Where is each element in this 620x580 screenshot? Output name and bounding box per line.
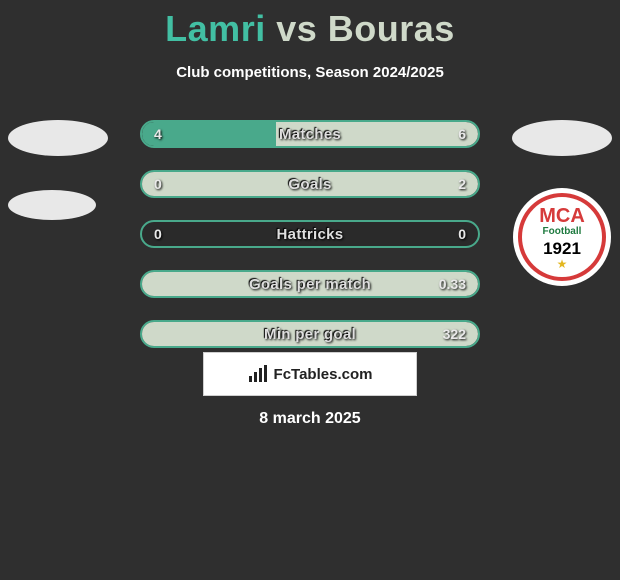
stat-label: Matches (142, 122, 478, 146)
date-label: 8 march 2025 (0, 410, 620, 428)
page-title: Lamri vs Bouras (0, 0, 620, 50)
subtitle: Club competitions, Season 2024/2025 (0, 64, 620, 81)
stat-bar: 46Matches (140, 120, 480, 148)
brand-text: FcTables.com (274, 366, 373, 383)
brand-box[interactable]: FcTables.com (203, 352, 417, 396)
player1-name: Lamri (165, 8, 266, 49)
stat-bar: 02Goals (140, 170, 480, 198)
stat-bars: 46Matches 02Goals 00Hattricks 0.33Goals per… (140, 120, 480, 348)
left-avatars (8, 120, 108, 220)
stat-bar: 00Hattricks (140, 220, 480, 248)
stat-label: Goals (142, 172, 478, 196)
stat-bar: 0.33Goals per match (140, 270, 480, 298)
bar-chart-icon (248, 365, 268, 383)
player2-name: Bouras (328, 8, 455, 49)
right-avatars: MCA Football 1921 ★ (512, 120, 612, 286)
stat-label: Goals per match (142, 272, 478, 296)
player2-club-logo: MCA Football 1921 ★ (513, 188, 611, 286)
stat-bar: 322Min per goal (140, 320, 480, 348)
player1-avatar-placeholder (8, 120, 108, 156)
club-logo-ring (518, 193, 606, 281)
stat-label: Min per goal (142, 322, 478, 346)
player1-club-placeholder (8, 190, 96, 220)
player2-avatar-placeholder (512, 120, 612, 156)
stat-label: Hattricks (142, 222, 478, 246)
vs-text: vs (276, 8, 317, 49)
